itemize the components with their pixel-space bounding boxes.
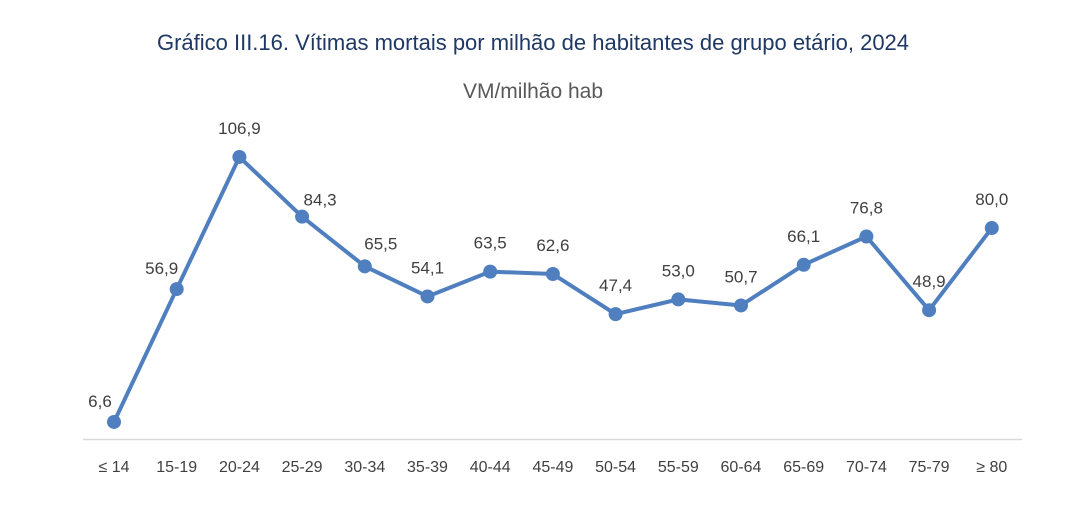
data-label: 84,3 [304,191,337,210]
data-label: 56,9 [145,259,178,278]
x-tick-label: 70-74 [846,459,887,476]
data-label: 53,0 [662,261,695,280]
data-label: 47,4 [599,276,632,295]
data-point [295,209,310,224]
data-label: 48,9 [913,272,946,291]
data-label: 54,1 [411,258,444,277]
data-label: 6,6 [88,392,112,411]
data-point [483,264,498,279]
data-label: 80,0 [975,190,1008,209]
data-point [608,307,623,322]
data-point [859,229,874,244]
x-tick-label: ≤ 14 [98,459,129,476]
data-point [545,267,560,282]
x-tick-label: ≥ 80 [976,459,1007,476]
x-tick-label: 55-59 [658,459,699,476]
data-label: 76,8 [850,198,883,217]
data-point [671,292,686,307]
x-tick-label: 15-19 [156,459,197,476]
x-tick-label: 65-69 [783,459,824,476]
data-point [169,282,184,297]
data-point [357,259,372,274]
x-tick-label: 35-39 [407,459,448,476]
x-tick-label: 20-24 [219,459,260,476]
chart-title: Gráfico III.16. Vítimas mortais por milh… [156,30,910,55]
data-label: 63,5 [474,234,507,253]
data-point [734,298,748,313]
x-tick-label: 75-79 [909,459,950,476]
data-point [922,303,937,318]
series-line [112,154,994,423]
data-point [420,289,435,304]
data-label: 66,1 [787,227,820,246]
data-point [796,257,811,272]
x-tick-label: 30-34 [344,459,385,476]
x-tick-label: 45-49 [532,459,573,476]
chart-subtitle: VM/milhão hab [462,80,604,103]
x-tick-label: 50-54 [595,459,636,476]
data-point [232,149,247,164]
data-label: 106,9 [218,119,261,138]
data-point [984,221,999,236]
data-label: 62,6 [536,236,569,255]
x-tick-label: 60-64 [721,459,762,476]
data-point [107,414,121,429]
data-label: 50,7 [724,267,757,286]
x-tick-label: 25-29 [282,459,323,476]
x-tick-label: 40-44 [470,459,511,476]
data-label: 65,5 [364,234,397,253]
